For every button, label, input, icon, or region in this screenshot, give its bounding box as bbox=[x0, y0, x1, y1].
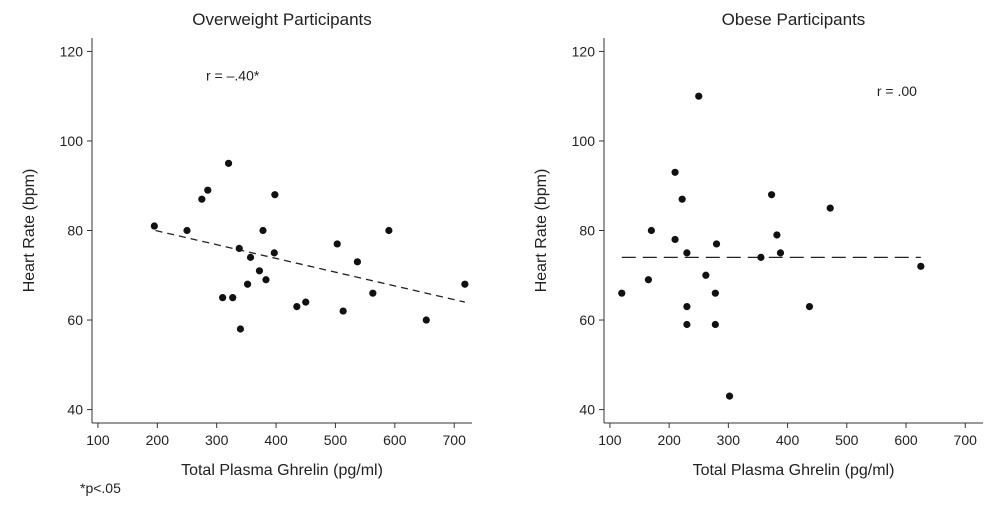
x-tick-label: 200 bbox=[146, 432, 170, 448]
x-tick-label: 200 bbox=[657, 432, 681, 448]
data-point bbox=[229, 294, 237, 302]
x-tick-label: 300 bbox=[717, 432, 741, 448]
y-axis-label: Heart Rate (bpm) bbox=[533, 169, 550, 293]
correlation-annotation: r = –.40* bbox=[206, 67, 260, 83]
y-tick-label: 40 bbox=[67, 402, 83, 418]
data-point bbox=[678, 195, 686, 203]
x-axis-label: Total Plasma Ghrelin (pg/ml) bbox=[693, 462, 895, 479]
data-point bbox=[647, 226, 655, 235]
data-point bbox=[198, 195, 206, 203]
data-point bbox=[725, 392, 734, 400]
data-point bbox=[302, 298, 310, 306]
x-tick-label: 700 bbox=[443, 432, 467, 448]
x-axis-label: Total Plasma Ghrelin (pg/ml) bbox=[181, 462, 383, 479]
data-point bbox=[255, 267, 264, 275]
data-point bbox=[293, 303, 301, 311]
y-tick-label: 80 bbox=[67, 223, 83, 239]
y-tick-label: 40 bbox=[579, 402, 595, 418]
data-point bbox=[243, 280, 252, 288]
data-point bbox=[235, 244, 243, 253]
x-tick-label: 700 bbox=[954, 432, 978, 448]
data-point bbox=[711, 320, 719, 329]
data-point bbox=[805, 303, 814, 311]
data-point bbox=[683, 249, 691, 257]
data-point bbox=[618, 289, 626, 297]
chart-title: Overweight Participants bbox=[192, 10, 372, 29]
data-point bbox=[204, 186, 212, 194]
data-point bbox=[339, 307, 347, 315]
y-tick-label: 60 bbox=[67, 312, 83, 328]
x-tick-label: 300 bbox=[205, 432, 229, 448]
x-tick-label: 100 bbox=[598, 432, 622, 448]
data-point bbox=[259, 226, 267, 235]
x-tick-label: 600 bbox=[894, 432, 918, 448]
data-point bbox=[683, 320, 691, 329]
y-tick-label: 100 bbox=[572, 133, 596, 149]
x-tick-label: 600 bbox=[383, 432, 407, 448]
data-point bbox=[333, 240, 341, 248]
correlation-annotation: r = .00 bbox=[877, 83, 917, 99]
data-point bbox=[150, 222, 158, 230]
data-point bbox=[271, 191, 279, 199]
data-point bbox=[917, 262, 925, 270]
data-point bbox=[461, 280, 469, 288]
y-tick-label: 100 bbox=[60, 133, 84, 149]
x-tick-label: 100 bbox=[86, 432, 110, 448]
data-point bbox=[385, 226, 393, 235]
data-point bbox=[711, 289, 719, 297]
data-point bbox=[826, 204, 834, 212]
y-tick-label: 80 bbox=[579, 223, 595, 239]
data-point bbox=[246, 253, 255, 261]
data-point bbox=[183, 226, 191, 235]
x-tick-label: 500 bbox=[835, 432, 859, 448]
y-axis-label: Heart Rate (bpm) bbox=[21, 169, 38, 293]
x-tick-label: 400 bbox=[776, 432, 800, 448]
data-point bbox=[712, 240, 721, 248]
data-point bbox=[773, 231, 781, 239]
data-point bbox=[702, 271, 710, 279]
y-tick-label: 120 bbox=[572, 43, 596, 59]
data-point bbox=[644, 276, 653, 284]
chart-overweight: Overweight Participants 100 200 300 400 500 60… bbox=[21, 10, 472, 479]
data-point bbox=[671, 168, 679, 176]
chart-title: Obese Participants bbox=[722, 10, 866, 29]
footnote: *p<.05 bbox=[80, 480, 121, 496]
data-point bbox=[262, 276, 270, 284]
y-tick-label: 120 bbox=[60, 43, 84, 59]
fit-line bbox=[155, 229, 466, 303]
data-point bbox=[369, 289, 377, 297]
data-point bbox=[767, 191, 776, 199]
data-point bbox=[671, 235, 679, 244]
data-point bbox=[757, 253, 765, 261]
data-point bbox=[270, 249, 278, 257]
chart-obese: Obese Participants 100 200 300 400 500 600 700 4… bbox=[533, 10, 983, 479]
data-point bbox=[236, 325, 245, 333]
data-point bbox=[353, 258, 362, 266]
data-point bbox=[776, 249, 785, 257]
data-point bbox=[683, 303, 691, 311]
x-tick-label: 400 bbox=[264, 432, 288, 448]
x-tick-label: 500 bbox=[324, 432, 348, 448]
data-point bbox=[219, 294, 227, 302]
data-point bbox=[224, 159, 233, 167]
data-point bbox=[695, 92, 703, 100]
data-point bbox=[422, 316, 430, 324]
y-tick-label: 60 bbox=[579, 312, 595, 328]
